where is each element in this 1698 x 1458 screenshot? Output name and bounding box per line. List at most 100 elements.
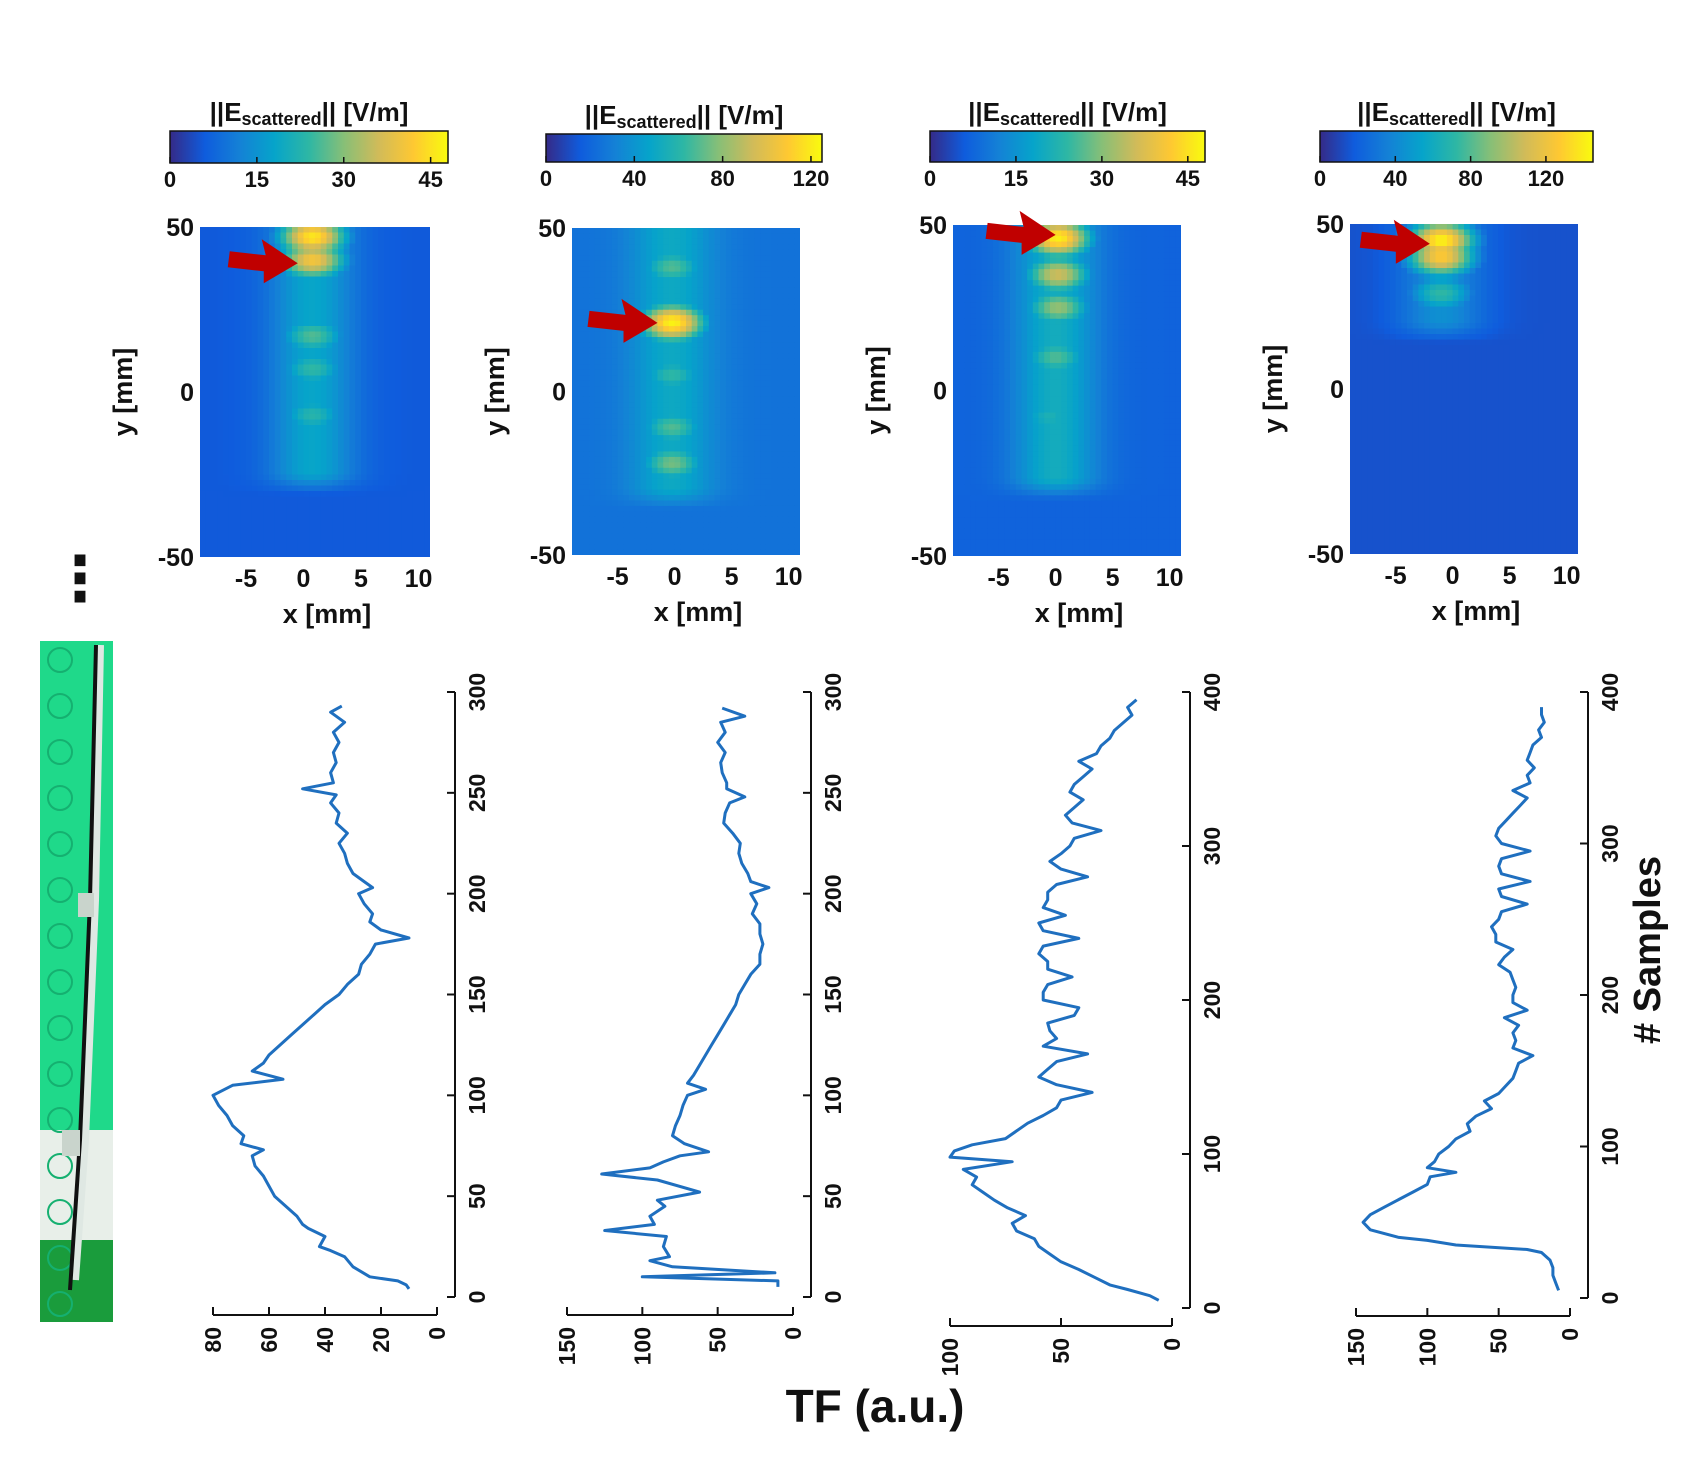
heatmap-cell: [280, 474, 287, 481]
heatmap-cell: [686, 435, 693, 442]
heatmap-cell: [332, 298, 339, 305]
heatmap-cell: [326, 463, 333, 470]
heatmap-cell: [572, 353, 579, 360]
heatmap-cell: [280, 502, 287, 509]
heatmap-cell: [617, 266, 624, 273]
heatmap-cell: [309, 524, 316, 531]
heatmap-cell: [623, 380, 630, 387]
heatmap-cell: [234, 381, 241, 388]
heatmap-cell: [782, 369, 790, 376]
heatmap-cell: [372, 271, 379, 278]
heatmap-cell: [589, 429, 596, 436]
heatmap-cell: [737, 538, 744, 545]
heatmap-cell: [731, 424, 738, 431]
heatmap-cell: [418, 430, 425, 437]
heatmap-cell: [200, 331, 207, 338]
heatmap-cell: [646, 478, 653, 485]
heatmap-cell: [1044, 225, 1051, 232]
heatmap-cell: [326, 348, 333, 355]
heatmap-cell: [372, 359, 379, 366]
heatmap-cell: [309, 287, 316, 294]
heatmap-cell: [589, 386, 596, 393]
heatmap-cell: [788, 456, 795, 463]
heatmap-cell: [611, 391, 619, 398]
heatmap-cell: [583, 516, 590, 523]
heatmap-cell: [418, 480, 425, 487]
heatmap-cell: [251, 540, 259, 547]
heatmap-cell: [646, 527, 653, 534]
heatmap-cell: [378, 348, 385, 355]
heatmap-cell: [418, 419, 425, 426]
heatmap-cell: [691, 478, 698, 485]
heatmap-cell: [748, 456, 755, 463]
heatmap-cell: [315, 485, 322, 492]
heatmap-cell: [384, 529, 391, 536]
heatmap-cell: [765, 358, 773, 365]
heatmap-cell: [309, 348, 316, 355]
heatmap-cell: [292, 238, 299, 245]
heatmap-cell: [200, 419, 207, 426]
heatmap-cell: [424, 260, 430, 267]
heatmap-cell: [708, 277, 716, 284]
heatmap-cell: [366, 392, 374, 399]
heatmap-cell: [794, 505, 800, 512]
heatmap-cell: [606, 369, 613, 376]
heatmap-cell: [274, 474, 282, 481]
heatmap-cell: [754, 364, 761, 371]
heatmap-cell: [623, 516, 630, 523]
heatmap-cell: [617, 287, 624, 294]
heatmap-cell: [651, 238, 659, 245]
heatmap-cell: [395, 507, 402, 514]
heatmap-cell: [794, 402, 800, 409]
heatmap-cell: [395, 238, 402, 245]
heatmap-cell: [372, 518, 379, 525]
heatmap-cell: [257, 342, 264, 349]
heatmap-cell: [748, 380, 755, 387]
heatmap-cell: [424, 436, 430, 443]
heatmap-cell: [794, 473, 800, 480]
heatmap-cell: [292, 375, 299, 382]
heatmap-cell: [200, 287, 207, 294]
y-tick-label: 50: [538, 215, 566, 243]
heatmap-cell: [760, 364, 767, 371]
heatmap-cell: [646, 435, 653, 442]
heatmap-cell: [743, 435, 750, 442]
heatmap-cell: [617, 271, 624, 278]
heatmap-cell: [651, 456, 659, 463]
heatmap-cell: [583, 293, 590, 300]
heatmap-cell: [389, 502, 397, 509]
heatmap-cell: [274, 480, 282, 487]
heatmap-cell: [389, 485, 397, 492]
heatmap-cell: [378, 364, 385, 371]
heatmap-cell: [355, 304, 362, 311]
heatmap-cell: [668, 386, 676, 393]
heatmap-cell: [777, 364, 784, 371]
colorbar-tick-label: 0: [924, 166, 936, 191]
heatmap-cell: [424, 463, 430, 470]
heatmap-cell: [606, 375, 613, 382]
heatmap-cell: [205, 287, 213, 294]
heatmap-cell: [372, 414, 379, 421]
heatmap-cell: [372, 232, 379, 239]
heatmap-cell: [646, 500, 653, 507]
heatmap-cell: [274, 425, 282, 432]
heatmap-cell: [731, 304, 738, 311]
heatmap-cell: [338, 265, 345, 272]
heatmap-cell: [646, 522, 653, 529]
heatmap-cell: [600, 326, 607, 333]
heatmap-cell: [200, 282, 207, 289]
heatmap-cell: [697, 287, 704, 294]
heatmap-cell: [412, 540, 420, 547]
heatmap-cell: [217, 348, 224, 355]
heatmap-cell: [754, 396, 761, 403]
heatmap-cell: [634, 271, 641, 278]
heatmap-cell: [771, 413, 778, 420]
heatmap-cell: [708, 533, 716, 540]
heatmap-cell: [714, 244, 721, 251]
heatmap-cell: [361, 441, 368, 448]
heatmap-cell: [703, 304, 710, 311]
heatmap-cell: [326, 452, 333, 459]
heatmap-cell: [211, 546, 218, 553]
heatmap-cell: [646, 380, 653, 387]
heatmap-cell: [384, 353, 391, 360]
